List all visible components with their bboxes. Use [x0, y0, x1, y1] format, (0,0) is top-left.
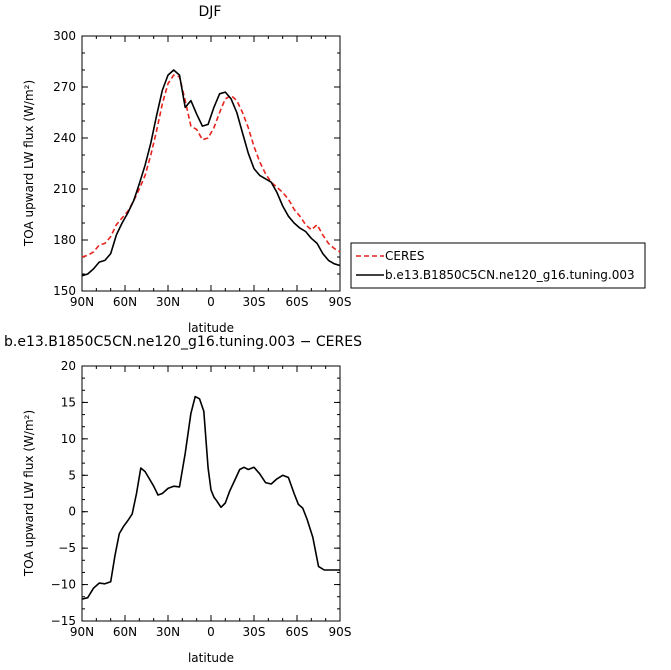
legend: CERES b.e13.B1850C5CN.ne120_g16.tuning.0… — [350, 242, 646, 289]
x-tick-label: 90N — [70, 625, 94, 639]
x-tick-label: 60S — [286, 295, 309, 309]
x-tick-label: 30N — [156, 625, 180, 639]
bottom-y-axis-label: TOA upward LW flux (W/m²) — [22, 410, 36, 577]
y-tick-label: 270 — [53, 80, 76, 94]
x-tick-label: 60S — [286, 625, 309, 639]
top-series-lines — [81, 69, 341, 277]
top-x-axis-label: latitude — [188, 321, 234, 335]
y-tick-label: 150 — [53, 284, 76, 298]
y-tick-label: 20 — [61, 359, 76, 373]
y-tick-label: 240 — [53, 131, 76, 145]
legend-label-model: b.e13.B1850C5CN.ne120_g16.tuning.003 — [385, 268, 635, 282]
bottom-plot-frame — [81, 365, 341, 622]
bottom-series-lines — [81, 395, 340, 600]
x-tick-label: 30S — [243, 625, 266, 639]
series-line-0 — [81, 395, 340, 600]
y-tick-label: 300 — [53, 29, 76, 43]
top-y-axis-label: TOA upward LW flux (W/m²) — [22, 80, 36, 247]
legend-label-ceres: CERES — [385, 249, 425, 263]
x-tick-label: 60N — [113, 295, 137, 309]
series-line-0 — [81, 74, 341, 258]
y-tick-label: 180 — [53, 233, 76, 247]
x-tick-label: 60N — [113, 625, 137, 639]
y-tick-label: 0 — [68, 505, 76, 519]
top-y-axis: 150 180 210 240 270 300 — [53, 29, 340, 298]
y-tick-label: −5 — [58, 541, 76, 555]
bottom-y-axis: −15 −10 −5 0 5 10 15 20 — [51, 359, 340, 628]
x-tick-label: 30S — [243, 295, 266, 309]
y-tick-label: 15 — [61, 395, 76, 409]
top-plot-frame — [81, 35, 341, 292]
y-tick-label: 10 — [61, 432, 76, 446]
bottom-x-axis: 90N 60N 30N 0 30S 60S 90S — [70, 366, 352, 639]
x-tick-label: 90N — [70, 295, 94, 309]
y-tick-label: 210 — [53, 182, 76, 196]
y-tick-label: 5 — [68, 468, 76, 482]
top-x-axis: 90N 60N 30N 0 30S 60S 90S — [70, 36, 352, 309]
bottom-chart-title: b.e13.B1850C5CN.ne120_g16.tuning.003 − C… — [4, 334, 362, 350]
y-tick-label: −10 — [51, 578, 76, 592]
panel-bottom: b.e13.B1850C5CN.ne120_g16.tuning.003 − C… — [4, 334, 362, 665]
x-tick-label: 90S — [329, 295, 352, 309]
top-chart-title: DJF — [199, 4, 222, 20]
x-tick-label: 0 — [207, 295, 215, 309]
series-line-1 — [81, 69, 341, 277]
bottom-x-axis-label: latitude — [188, 651, 234, 665]
x-tick-label: 30N — [156, 295, 180, 309]
x-tick-label: 90S — [329, 625, 352, 639]
x-tick-label: 0 — [207, 625, 215, 639]
legend-box — [350, 242, 646, 289]
y-tick-label: −15 — [51, 614, 76, 628]
